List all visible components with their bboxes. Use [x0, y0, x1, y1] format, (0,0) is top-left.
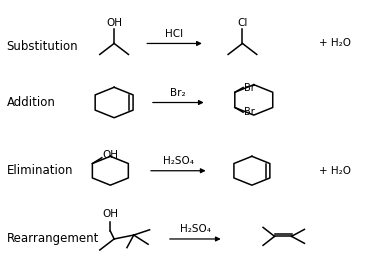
- Text: Addition: Addition: [7, 96, 56, 109]
- Text: H₂SO₄: H₂SO₄: [163, 156, 194, 166]
- Text: HCl: HCl: [165, 29, 183, 39]
- Text: Br₂: Br₂: [170, 88, 186, 98]
- Text: OH: OH: [106, 18, 122, 28]
- Text: Br: Br: [244, 83, 255, 92]
- Text: OH: OH: [102, 209, 118, 219]
- Text: Elimination: Elimination: [7, 164, 73, 177]
- Text: Substitution: Substitution: [7, 40, 78, 53]
- Text: Cl: Cl: [237, 18, 248, 28]
- Text: + H₂O: + H₂O: [319, 166, 351, 176]
- Text: OH: OH: [103, 150, 119, 160]
- Text: + H₂O: + H₂O: [319, 38, 351, 49]
- Text: Br: Br: [244, 107, 255, 117]
- Text: Rearrangement: Rearrangement: [7, 232, 99, 245]
- Text: H₂SO₄: H₂SO₄: [180, 224, 211, 234]
